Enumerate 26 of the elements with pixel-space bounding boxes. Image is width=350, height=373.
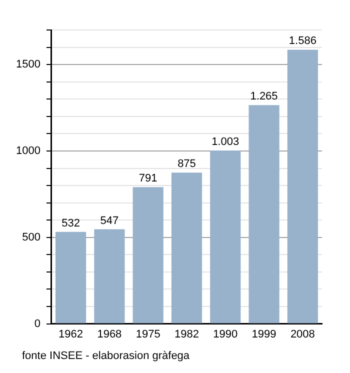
data-label: 1.586 <box>288 35 316 48</box>
y-tick-label: 1500 <box>16 58 40 71</box>
x-tick-label: 1999 <box>252 328 276 340</box>
data-label: 791 <box>138 172 158 185</box>
bar <box>55 232 86 324</box>
x-tick-label: 2008 <box>290 328 315 340</box>
data-label: 532 <box>62 217 80 230</box>
x-tick-label: 1962 <box>58 328 84 340</box>
data-label: 1.003 <box>212 136 240 148</box>
x-tick-label: 1975 <box>136 328 160 340</box>
bar <box>210 150 241 324</box>
y-tick-label: 500 <box>22 231 40 244</box>
data-label: 1.265 <box>250 90 278 103</box>
x-tick-label: 1968 <box>97 328 122 340</box>
bar <box>94 229 125 324</box>
bar <box>132 187 164 324</box>
data-label: 547 <box>100 214 119 227</box>
source-note: fonte INSEE - elaborasion gràfega <box>22 350 190 362</box>
bar <box>171 172 202 324</box>
bar <box>248 105 280 324</box>
y-tick-label: 0 <box>34 318 40 330</box>
data-label: 875 <box>178 158 196 170</box>
bar <box>287 50 318 324</box>
x-tick-label: 1982 <box>174 328 199 340</box>
x-tick-label: 1990 <box>213 328 238 340</box>
y-tick-label: 1000 <box>16 145 40 158</box>
